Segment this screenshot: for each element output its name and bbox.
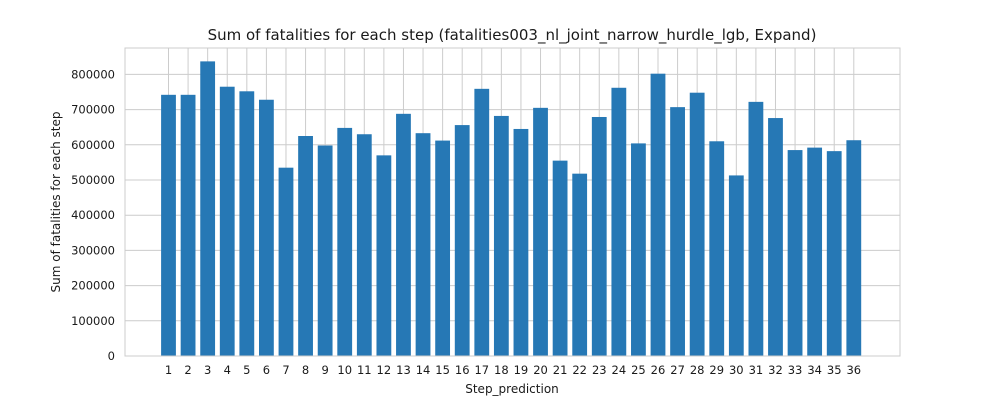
bar-step-6	[259, 99, 274, 356]
x-tick-label: 34	[807, 363, 822, 377]
bar-step-14	[415, 133, 431, 356]
y-tick-label: 700000	[71, 103, 115, 117]
x-tick-label: 20	[533, 363, 548, 377]
bar-step-7	[278, 167, 294, 356]
bar-step-33	[787, 150, 803, 356]
x-tick-label: 3	[204, 363, 211, 377]
bar-step-21	[552, 160, 568, 356]
bar-step-22	[572, 173, 588, 356]
bar-step-9	[317, 145, 333, 356]
bar-step-3	[200, 61, 216, 356]
y-tick-label: 100000	[71, 314, 115, 328]
y-tick-label: 500000	[71, 173, 115, 187]
x-tick-label: 21	[553, 363, 568, 377]
x-tick-label: 31	[749, 363, 764, 377]
x-tick-label: 18	[494, 363, 509, 377]
x-tick-label: 36	[846, 363, 861, 377]
y-tick-label: 0	[108, 349, 115, 363]
x-tick-label: 32	[768, 363, 783, 377]
bar-step-10	[337, 127, 353, 357]
bar-step-1	[161, 94, 176, 356]
x-tick-label: 7	[282, 363, 289, 377]
x-tick-label: 14	[416, 363, 431, 377]
x-tick-label: 11	[357, 363, 372, 377]
bar-step-26	[650, 73, 666, 357]
x-tick-label: 10	[337, 363, 352, 377]
x-tick-label: 25	[631, 363, 646, 377]
bar-step-2	[180, 94, 196, 356]
y-tick-labels: 0 100000 200000 300000 400000 500000 600000 700…	[71, 67, 115, 363]
y-tick-label: 600000	[71, 138, 115, 152]
plot-frame	[124, 47, 901, 357]
x-tick-label: 23	[592, 363, 607, 377]
bar-step-23	[591, 116, 607, 356]
bar-step-31	[748, 101, 764, 356]
x-tick-label: 15	[435, 363, 450, 377]
x-tick-label: 4	[224, 363, 231, 377]
bar-step-30	[728, 175, 744, 356]
y-tick-label: 800000	[71, 67, 115, 81]
x-tick-label: 33	[788, 363, 803, 377]
bar-step-36	[846, 140, 862, 356]
y-tick-label: 300000	[71, 243, 115, 257]
chart-title: Sum of fatalities for each step (fatalit…	[208, 26, 817, 45]
bar-step-12	[376, 155, 392, 356]
x-tick-label: 13	[396, 363, 411, 377]
x-tick-label: 29	[709, 363, 724, 377]
bar-step-17	[474, 88, 490, 356]
x-tick-label: 26	[651, 363, 666, 377]
bar-step-35	[826, 151, 842, 356]
y-tick-label: 200000	[71, 279, 115, 293]
x-tick-labels: 1 2 3 4 5 6 7 8 9 10 11 12 13 14 15 16 17 18 19 20 21 22 23 24 2…	[165, 363, 861, 377]
x-tick-label: 30	[729, 363, 744, 377]
x-tick-label: 22	[572, 363, 587, 377]
x-axis-label: Step_prediction	[465, 382, 559, 396]
bar-step-16	[454, 125, 470, 356]
bar-step-4	[219, 86, 235, 356]
x-tick-label: 2	[184, 363, 191, 377]
bar-step-11	[356, 134, 372, 356]
x-tick-label: 24	[612, 363, 627, 377]
x-tick-label: 28	[690, 363, 705, 377]
x-tick-label: 1	[165, 363, 172, 377]
x-tick-label: 12	[377, 363, 392, 377]
bar-step-29	[709, 141, 725, 356]
x-tick-label: 35	[827, 363, 842, 377]
bar-step-27	[670, 107, 685, 356]
bar-step-19	[513, 128, 529, 356]
bar-step-24	[611, 87, 627, 356]
bar-step-34	[807, 147, 823, 356]
x-tick-label: 16	[455, 363, 470, 377]
x-tick-label: 17	[474, 363, 489, 377]
bar-step-13	[396, 113, 411, 356]
bar-step-32	[768, 118, 783, 356]
y-tick-label: 400000	[71, 208, 115, 222]
y-axis-label: Sum of fatalities for each step	[49, 112, 63, 293]
x-tick-label: 6	[263, 363, 270, 377]
bar-step-25	[631, 143, 646, 356]
bars-layer	[161, 61, 862, 357]
x-tick-label: 27	[670, 363, 685, 377]
bar-step-8	[298, 136, 313, 356]
bar-step-15	[435, 140, 451, 356]
bar-step-20	[533, 107, 548, 356]
bar-step-18	[493, 115, 509, 356]
bar-step-28	[689, 92, 705, 356]
x-tick-label: 19	[514, 363, 529, 377]
x-tick-label: 9	[321, 363, 328, 377]
x-tick-label: 5	[243, 363, 250, 377]
bar-step-5	[239, 91, 255, 357]
x-tick-label: 8	[302, 363, 309, 377]
